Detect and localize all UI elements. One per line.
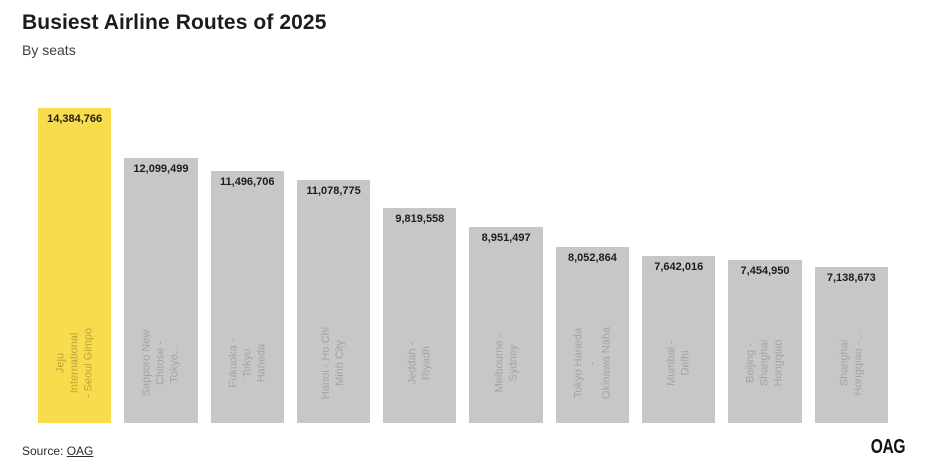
bar-route-label-wrap: Fukuoka - Tokyo Haneda — [211, 303, 284, 423]
bar-route-label: Beijing - Shanghai Hongqiao — [745, 339, 786, 387]
source-line: Source: OAG — [22, 444, 93, 458]
chart-header: Busiest Airline Routes of 2025 By seats — [22, 11, 326, 58]
bar-route-label-wrap: Sapporo New Chitose - Tokyo… — [124, 303, 197, 423]
bar: 11,078,775 Hanoi - Ho Chi Minh City — [296, 180, 371, 423]
bar-route-label-wrap: Jeddah - Riyadh — [383, 303, 456, 423]
bar: 7,138,673 Shanghai Hongqiao -… — [814, 267, 888, 423]
bar-route-label-wrap: Tokyo Haneda - Okinawa Naha — [556, 303, 629, 423]
bar-value-label: 8,951,497 — [481, 232, 531, 244]
bar-route-label-wrap: Hanoi - Ho Chi Minh City — [297, 303, 370, 423]
bar: 8,951,497 Melbourne - Sydney — [469, 227, 543, 423]
bar-route-label: Mumbai - Delhi — [665, 340, 692, 386]
bar-route-label: Tokyo Haneda - Okinawa Naha — [572, 326, 613, 400]
bar-route-label: Shanghai Hongqiao -… — [838, 330, 865, 396]
bar-route-label: Sapporo New Chitose - Tokyo… — [140, 329, 181, 397]
bar: 8,052,864 Tokyo Haneda - Okinawa Naha — [555, 247, 630, 423]
bar-route-label: Jeddah - Riyadh — [406, 341, 433, 385]
bar-value-label: 11,078,775 — [306, 185, 361, 197]
source-label: Source: — [22, 444, 64, 458]
page-title: Busiest Airline Routes of 2025 — [22, 11, 327, 34]
bar-value-label: 9,819,558 — [395, 213, 445, 225]
bar-value-label: 7,454,950 — [740, 265, 790, 277]
bar: 9,819,558 Jeddah - Riyadh — [383, 208, 457, 423]
oag-logo: OAG — [870, 436, 906, 458]
bar: 11,496,706 Fukuoka - Tokyo Haneda — [210, 171, 284, 423]
bar-route-label: Fukuoka - Tokyo Haneda — [227, 338, 268, 388]
chart-subtitle: By seats — [22, 42, 76, 58]
bar: 7,642,016 Mumbai - Delhi — [642, 256, 716, 423]
bar-route-label-wrap: Mumbai - Delhi — [642, 303, 715, 423]
bar-value-label: 7,642,016 — [654, 261, 704, 273]
bar-route-label-wrap: Melbourne - Sydney — [469, 303, 542, 423]
bar-route-label: Hanoi - Ho Chi Minh City — [320, 326, 347, 400]
bar-value-label: 14,384,766 — [47, 113, 103, 125]
bar: 12,099,499 Sapporo New Chitose - Tokyo… — [124, 158, 198, 423]
bar-value-label: 8,052,864 — [567, 252, 617, 264]
bar-route-label-wrap: Beijing - Shanghai Hongqiao — [728, 303, 801, 423]
bar-chart: 14,384,766 Jeju International - Seoul Gim… — [38, 108, 888, 423]
bar-value-label: 11,496,706 — [220, 176, 275, 188]
bar-value-label: 7,138,673 — [826, 272, 876, 284]
bar: 7,454,950 Beijing - Shanghai Hongqiao — [728, 260, 802, 423]
bar: 14,384,766 Jeju International - Seoul Gim… — [38, 108, 112, 423]
bar-route-label: Jeju International - Seoul Gimpo — [54, 327, 95, 399]
source-link[interactable]: OAG — [66, 444, 94, 458]
bar-value-label: 12,099,499 — [133, 163, 189, 175]
bar-route-label-wrap: Shanghai Hongqiao -… — [815, 303, 888, 423]
bar-route-label: Melbourne - Sydney — [493, 333, 520, 393]
bar-route-label-wrap: Jeju International - Seoul Gimpo — [38, 303, 111, 423]
